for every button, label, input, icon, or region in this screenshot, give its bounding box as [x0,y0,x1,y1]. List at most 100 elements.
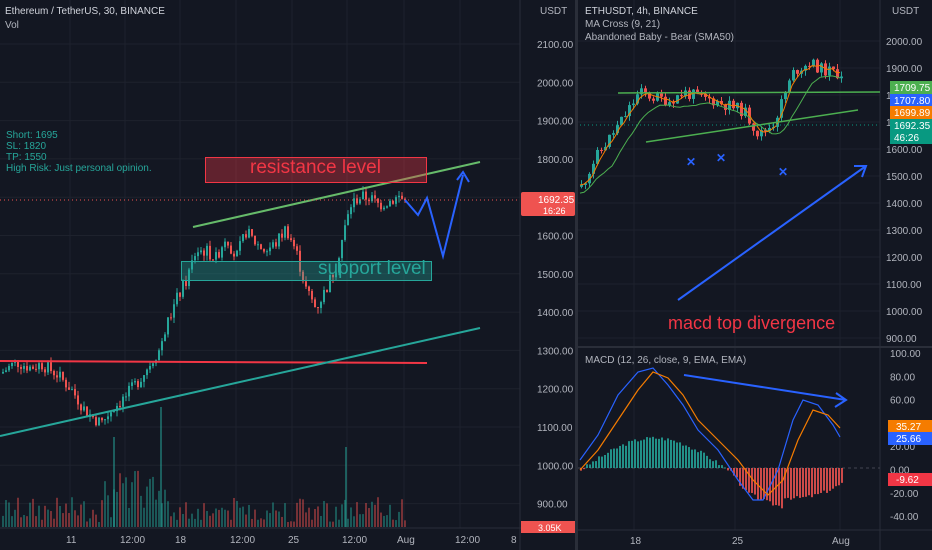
price-tick-label: 900.00 [537,500,568,511]
volume-bar [128,507,130,527]
volume-bar [239,507,241,527]
macd-indicator-title[interactable]: MACD (12, 26, close, 9, EMA, EMA) [585,355,747,366]
right-price-tick-label: 1100.00 [886,280,922,291]
macd-histogram-bar [820,468,822,493]
volume-bar [347,518,349,527]
volume-bar [95,514,97,527]
macd-histogram-bar [808,468,810,496]
note-short: Short: 1695 [6,130,58,141]
candle-body [68,387,70,390]
volume-bar [11,516,13,527]
volume-bar [146,486,148,527]
time-tick-label: 18 [175,535,187,546]
volume-bar [29,502,31,527]
macd-histogram-bar [586,464,588,468]
macd-histogram-bar [700,450,702,468]
macd-divergence-arrow [683,374,847,401]
volume-bar [395,520,397,527]
left-chart-canvas[interactable]: USDT2100.002000.001900.001800.001700.001… [0,0,575,550]
trade-notes: Short: 1695 SL: 1820 TP: 1550 High Risk:… [6,130,152,174]
candle-body [672,102,675,104]
candle-body [840,76,843,79]
volume-bar [119,473,121,527]
right-symbol-title[interactable]: ETHUSDT, 4h, BINANCE [585,6,698,17]
macd-histogram-bar [598,456,600,468]
candle-body [676,95,679,104]
pane-divider[interactable] [575,0,578,550]
macd-histogram-bar [823,468,825,491]
left-symbol-title[interactable]: Ethereum / TetherUS, 30, BINANCE [5,6,165,17]
candle-body [149,366,151,370]
right-chart-canvas[interactable]: USDT2000.001900.001800.001700.001600.001… [578,0,932,550]
price-tag [890,131,932,144]
candle-body [668,102,671,106]
candle-body [812,59,815,67]
volume-bar [383,515,385,527]
volume-bar [365,502,367,527]
candle-body [134,381,136,383]
macd-histogram-bar [778,468,780,506]
volume-bar [341,504,343,527]
candle-body [2,371,4,374]
volume-bar [179,507,181,527]
abandoned-baby-indicator[interactable]: Abandoned Baby - Bear (SMA50) [585,32,734,43]
right-chart-pane[interactable]: USDT2000.001900.001800.001700.001600.001… [578,0,932,550]
candle-body [740,102,743,117]
price-tick-label: 2100.00 [537,40,574,51]
support-zone[interactable] [181,261,432,281]
candle-body [323,289,325,303]
macd-tick-label: -40.00 [890,512,919,523]
macd-histogram-bar [676,442,678,468]
candle-body [77,395,79,405]
volume-bar [104,481,106,527]
macd-histogram-bar [784,468,786,499]
candle-body [182,280,184,297]
candle-body [716,100,719,106]
macd-histogram-bar [649,437,651,468]
ma21-line [579,75,841,194]
right-price-tick-label: 1400.00 [886,199,923,210]
ma-cross-indicator[interactable]: MA Cross (9, 21) [585,19,661,30]
volume-bar [137,470,139,527]
candle-body [760,130,763,137]
macd-histogram-bar [796,468,798,497]
volume-bar [350,507,352,527]
candle-body [350,207,352,215]
price-tick-label: 1500.00 [537,270,574,281]
volume-bar [308,507,310,527]
candle-body [116,405,118,412]
candle-body [200,250,202,253]
candle-body [644,88,647,93]
upper-horizontal-line [617,91,881,94]
volume-bar [221,507,223,527]
resistance-zone[interactable] [205,157,427,183]
candle-body [788,80,791,93]
macd-histogram-bar [763,468,765,499]
volume-bar [320,515,322,527]
candle-body [194,256,196,261]
macd-histogram-bar [724,467,726,469]
candle-body [744,107,747,117]
volume-bar [215,508,217,527]
candle-body [269,247,271,252]
candle-body [680,95,683,97]
macd-histogram-bar [760,468,762,501]
macd-histogram-bar [805,468,807,497]
macd-histogram-bar [769,468,771,502]
volume-bar [386,515,388,527]
support-label: support level [318,258,426,279]
macd-histogram-bar [652,436,654,468]
volume-bar [263,519,265,527]
volume-bar [35,516,37,527]
left-chart-pane[interactable]: USDT2100.002000.001900.001800.001700.001… [0,0,575,550]
candle-body [251,229,253,236]
candle-body [374,195,376,199]
candle-body [272,242,274,248]
candle-body [712,98,715,106]
candle-body [80,404,82,411]
candle-body [628,105,631,117]
candle-body [311,290,313,300]
volume-indicator-label[interactable]: Vol [5,20,19,31]
macd-histogram-bar [640,440,642,468]
volume-bar [356,502,358,527]
